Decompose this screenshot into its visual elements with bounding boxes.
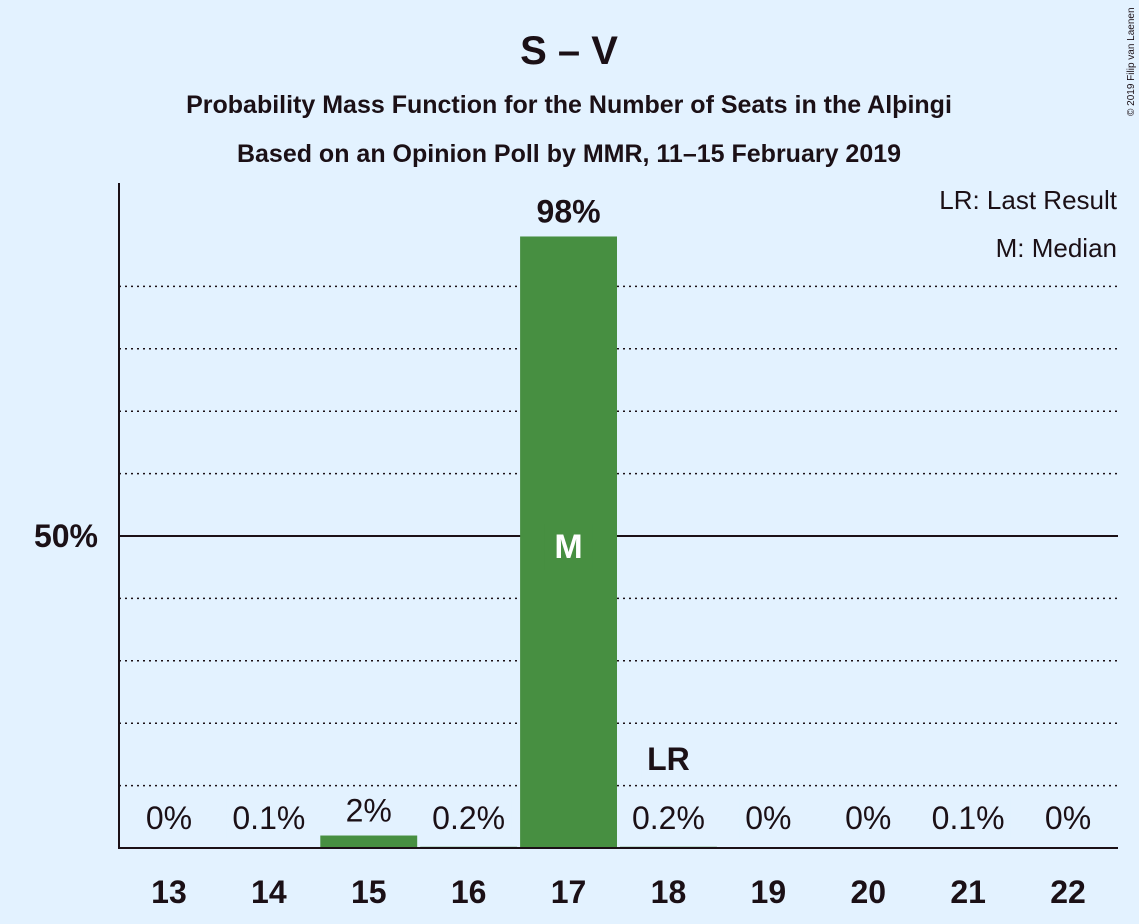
last-result-marker: LR xyxy=(647,741,690,777)
x-tick-label-14: 14 xyxy=(251,874,287,910)
value-label-16: 0.2% xyxy=(432,800,505,836)
value-label-18: 0.2% xyxy=(632,800,705,836)
copyright-note: © 2019 Filip van Laenen xyxy=(1126,7,1137,116)
value-label-bg xyxy=(226,798,312,838)
value-label-21: 0.1% xyxy=(932,800,1005,836)
last-result-marker-bg xyxy=(641,738,696,779)
x-tick-label-21: 21 xyxy=(950,874,986,910)
x-tick-label-17: 17 xyxy=(551,874,587,910)
chart-subtitle-1: Probability Mass Function for the Number… xyxy=(186,91,952,119)
value-label-bg xyxy=(739,798,798,838)
value-label-bg xyxy=(139,798,199,838)
x-tick-label-15: 15 xyxy=(351,874,387,910)
bars xyxy=(220,236,1017,849)
value-label-bg xyxy=(839,798,898,838)
value-label-bg xyxy=(925,798,1011,838)
bar-15 xyxy=(320,835,418,848)
chart-title: S – V xyxy=(520,29,618,73)
value-label-13: 0% xyxy=(146,800,192,836)
value-label-bg xyxy=(1038,798,1098,838)
median-marker-bg xyxy=(544,524,593,570)
x-tick-labels: 13 14 15 16 17 18 19 20 21 22 xyxy=(151,874,1086,910)
value-label-20: 0% xyxy=(845,800,891,836)
x-tick-label-18: 18 xyxy=(651,874,687,910)
value-label-bg xyxy=(339,790,398,831)
gridlines xyxy=(119,285,1118,787)
chart-subtitle-2: Based on an Opinion Poll by MMR, 11–15 F… xyxy=(237,140,901,168)
value-label-19: 0% xyxy=(745,800,791,836)
x-tick-label-20: 20 xyxy=(850,874,886,910)
value-label-bg xyxy=(530,191,607,232)
value-label-bg xyxy=(625,798,711,838)
x-tick-label-16: 16 xyxy=(451,874,487,910)
legend-last-result: LR: Last Result xyxy=(939,185,1118,215)
x-tick-label-13: 13 xyxy=(151,874,187,910)
x-tick-label-22: 22 xyxy=(1050,874,1086,910)
value-label-22: 0% xyxy=(1045,800,1091,836)
value-label-bg xyxy=(426,798,512,838)
value-label-14: 0.1% xyxy=(232,800,305,836)
value-label-15: 2% xyxy=(346,793,392,829)
legend-median: M: Median xyxy=(996,233,1117,263)
x-tick-label-19: 19 xyxy=(751,874,787,910)
value-label-17: 98% xyxy=(537,193,601,229)
y-tick-label-50: 50% xyxy=(34,518,98,554)
value-labels: 0% 0.1% 2% 0.2% 98% 0.2% 0% 0% 0.1% 0% xyxy=(139,191,1098,838)
median-marker: M xyxy=(554,528,582,566)
